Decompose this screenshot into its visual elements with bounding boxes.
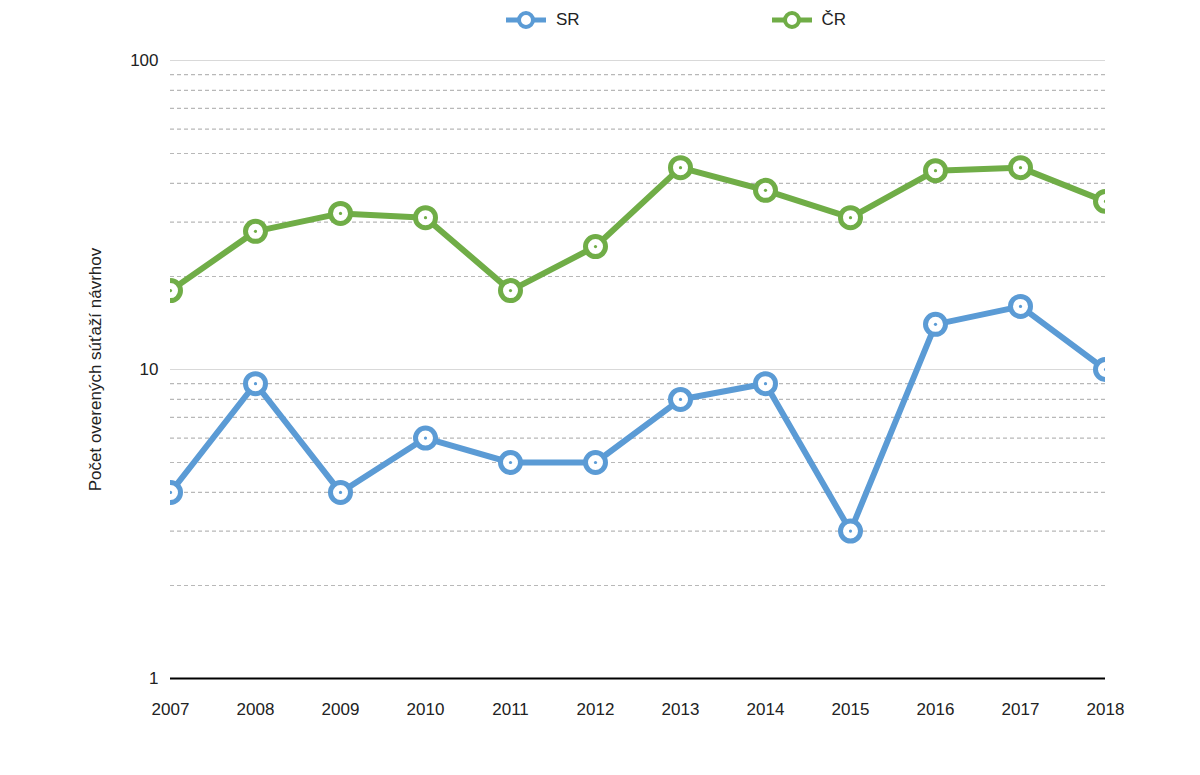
svg-text:2017: 2017 bbox=[1002, 700, 1040, 719]
svg-text:2012: 2012 bbox=[577, 700, 615, 719]
svg-text:2018: 2018 bbox=[1087, 700, 1125, 719]
svg-text:1: 1 bbox=[149, 669, 158, 688]
svg-text:2013: 2013 bbox=[662, 700, 700, 719]
html-text:ČR: ČR bbox=[821, 10, 847, 29]
svg-text:2010: 2010 bbox=[407, 700, 445, 719]
svg-text:Počet overených súťaží návrhov: Počet overených súťaží návrhov bbox=[86, 247, 105, 491]
svg-text:2014: 2014 bbox=[747, 700, 785, 719]
svg-text:2011: 2011 bbox=[492, 700, 529, 719]
svg-text:2009: 2009 bbox=[322, 700, 360, 719]
svg-text:2015: 2015 bbox=[832, 700, 870, 719]
svg-text:100: 100 bbox=[130, 51, 158, 70]
svg-text:2016: 2016 bbox=[917, 700, 955, 719]
svg-text:2007: 2007 bbox=[152, 700, 190, 719]
svg-text:10: 10 bbox=[140, 360, 159, 379]
html-text:SR: SR bbox=[555, 10, 580, 29]
svg-text:2008: 2008 bbox=[237, 700, 275, 719]
